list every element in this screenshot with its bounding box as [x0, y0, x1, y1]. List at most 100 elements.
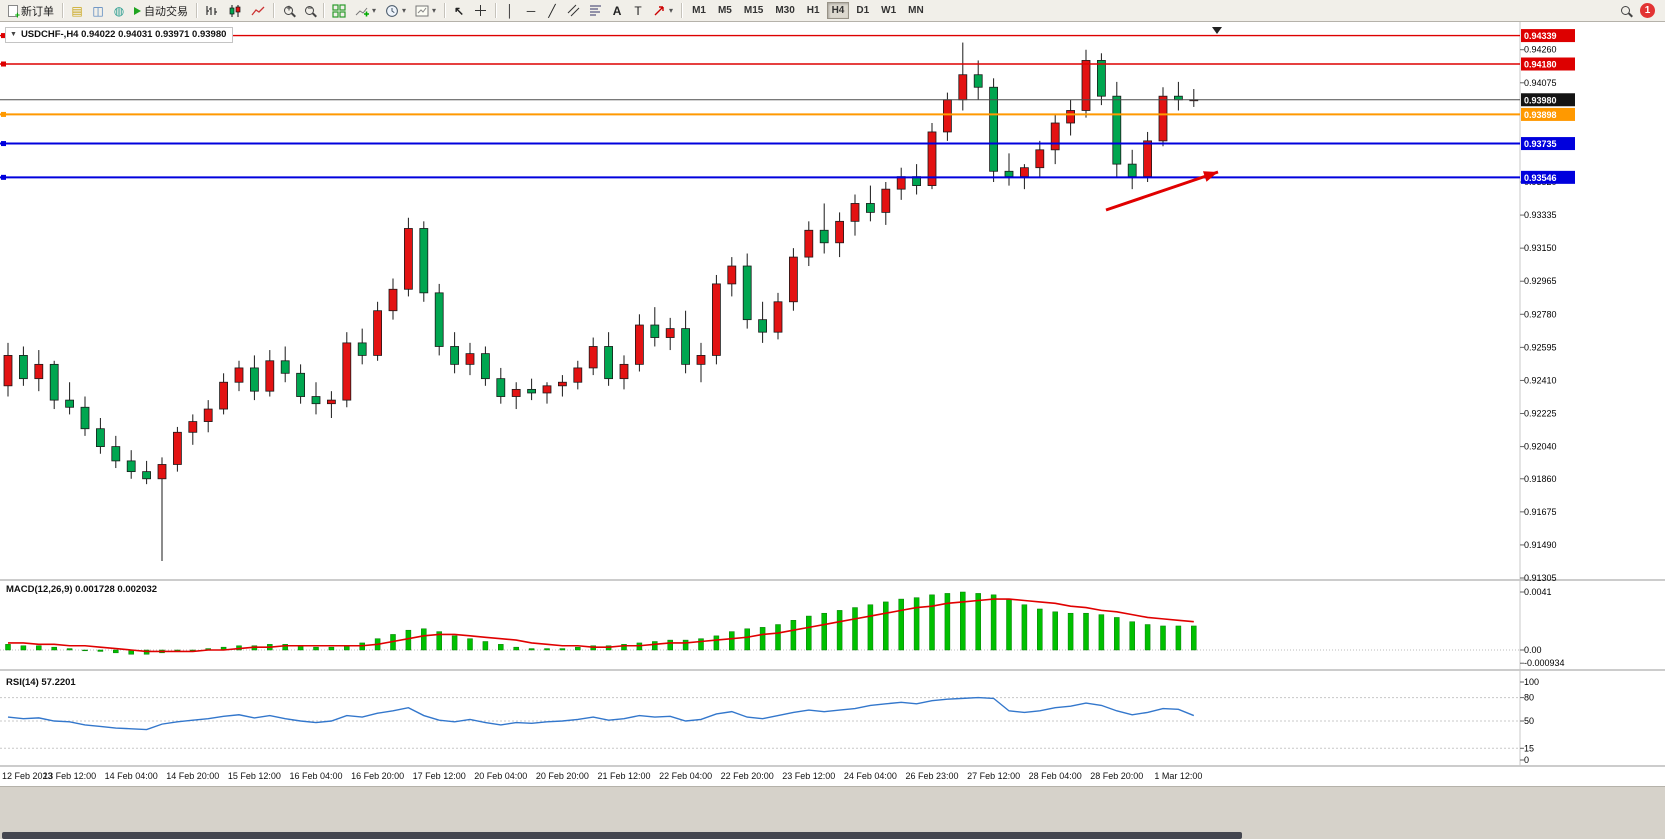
toolbar-separator [62, 3, 63, 18]
candle-body [1020, 167, 1029, 178]
candlestick-chart-button[interactable] [224, 1, 246, 20]
candle-body [943, 99, 952, 133]
search-button[interactable] [1615, 1, 1635, 20]
hline-handle[interactable] [1, 141, 6, 147]
dropdown-caret-icon: ▾ [372, 5, 377, 15]
hline-price-box [1521, 29, 1575, 43]
bar-chart-button[interactable] [201, 1, 223, 20]
fibonacci-icon [590, 5, 602, 16]
macd-bar [1021, 604, 1028, 651]
new-order-icon [8, 4, 20, 20]
text-button[interactable]: A [607, 1, 627, 20]
trendline-icon: ╱ [548, 3, 556, 18]
candle-body [604, 346, 613, 380]
candle-body [542, 385, 552, 394]
auto-trading-button[interactable]: 自动交易 [130, 1, 192, 20]
price-tick-label: 0.92965 [1524, 276, 1557, 286]
horizontal-scrollbar[interactable] [2, 832, 1242, 839]
hline-handle[interactable] [1, 61, 6, 67]
candle-body [419, 228, 429, 294]
crosshair-button[interactable] [470, 1, 491, 20]
timeframe-m1-button[interactable]: M1 [687, 2, 711, 19]
line-chart-button[interactable] [247, 1, 269, 20]
timeframe-m30-button[interactable]: M30 [770, 2, 799, 19]
candle-body [1174, 95, 1183, 101]
zoom-out-button[interactable]: − [299, 1, 319, 20]
hline-handle[interactable] [1, 111, 6, 117]
market-watch-button[interactable]: ▤ [67, 1, 87, 20]
price-tick-label: 0.92410 [1524, 375, 1557, 385]
macd-bar [36, 645, 42, 651]
candle-body [96, 428, 105, 447]
macd-bar [282, 644, 288, 651]
macd-bar [944, 593, 951, 651]
vertical-line-button[interactable]: │ [500, 1, 520, 20]
macd-bar [97, 649, 104, 652]
new-order-button[interactable]: 新订单 [4, 1, 58, 20]
navigator-button[interactable]: ◫ [88, 1, 108, 20]
candle-body [958, 74, 968, 101]
candle-body [234, 367, 244, 383]
channel-button[interactable] [563, 1, 584, 20]
horizontal-line-button[interactable]: ─ [521, 1, 541, 20]
collapse-triangle-icon[interactable]: ▼ [10, 31, 17, 38]
rsi-axis-label: 80 [1524, 693, 1534, 703]
hline-price-label: 0.93546 [1524, 173, 1557, 183]
terminal-button[interactable]: ◍ [109, 1, 129, 20]
candle-body [188, 421, 198, 433]
timeframe-m15-button[interactable]: M15 [739, 2, 768, 19]
candle-body [342, 342, 352, 401]
text-icon: A [612, 3, 622, 18]
new-order-label: 新订单 [21, 5, 54, 18]
tile-windows-button[interactable] [328, 1, 350, 20]
time-axis-label: 20 Feb 04:00 [474, 771, 527, 781]
macd-bar [1037, 608, 1043, 651]
text-label-button[interactable]: T [628, 1, 648, 20]
add-indicator-button[interactable]: ▾ [351, 1, 380, 20]
timeframe-h1-button[interactable]: H1 [802, 2, 825, 19]
rsi-axis-label: 15 [1524, 743, 1534, 753]
macd-bar [990, 594, 997, 651]
hline-handle[interactable] [1, 174, 6, 180]
price-tick-label: 0.91675 [1524, 507, 1557, 517]
arrow-annotation[interactable] [1105, 170, 1219, 212]
candle-body [712, 283, 721, 356]
candle-body [758, 319, 767, 333]
arrows-icon [654, 6, 664, 16]
macd-bar [759, 627, 766, 651]
timeframe-m5-button[interactable]: M5 [713, 2, 737, 19]
price-tick-label: 0.91305 [1524, 573, 1557, 583]
candle-body [573, 367, 583, 383]
price-tick-label: 0.93335 [1524, 210, 1557, 220]
fibonacci-button[interactable] [585, 1, 606, 20]
timeframe-w1-button[interactable]: W1 [876, 2, 901, 19]
search-icon [1620, 6, 1630, 15]
notification-badge[interactable]: 1 [1640, 3, 1655, 18]
macd-bar [1083, 612, 1089, 651]
macd-bar [1006, 598, 1012, 651]
cursor-button[interactable]: ↖ [449, 1, 469, 20]
timeframe-h4-button[interactable]: H4 [826, 2, 850, 19]
price-tick-label: 0.94260 [1524, 45, 1557, 55]
candle-body [465, 353, 475, 365]
macd-bar [421, 628, 427, 651]
cursor-icon: ↖ [454, 3, 465, 18]
chart-shift-marker[interactable] [1212, 27, 1222, 34]
chart-area[interactable]: 0.942600.940750.935200.933350.931500.929… [0, 22, 1665, 786]
candle-body [450, 346, 460, 365]
periods-button[interactable]: ▾ [381, 1, 410, 20]
trendline-button[interactable]: ╱ [542, 1, 562, 20]
timeframe-d1-button[interactable]: D1 [851, 2, 874, 19]
timeframe-mn-button[interactable]: MN [903, 2, 929, 19]
arrows-button[interactable]: ▾ [649, 1, 677, 20]
candle-body [1081, 60, 1091, 111]
candle-body [819, 229, 829, 244]
macd-bar [513, 646, 519, 651]
candle-body [1050, 122, 1060, 151]
templates-button[interactable]: ▾ [411, 1, 440, 20]
zoom-in-button[interactable]: + [278, 1, 298, 20]
bar-chart-icon [206, 5, 217, 15]
arrow-head-icon [1202, 171, 1218, 182]
macd-bar [113, 649, 119, 654]
hline-handle[interactable] [1, 33, 6, 39]
